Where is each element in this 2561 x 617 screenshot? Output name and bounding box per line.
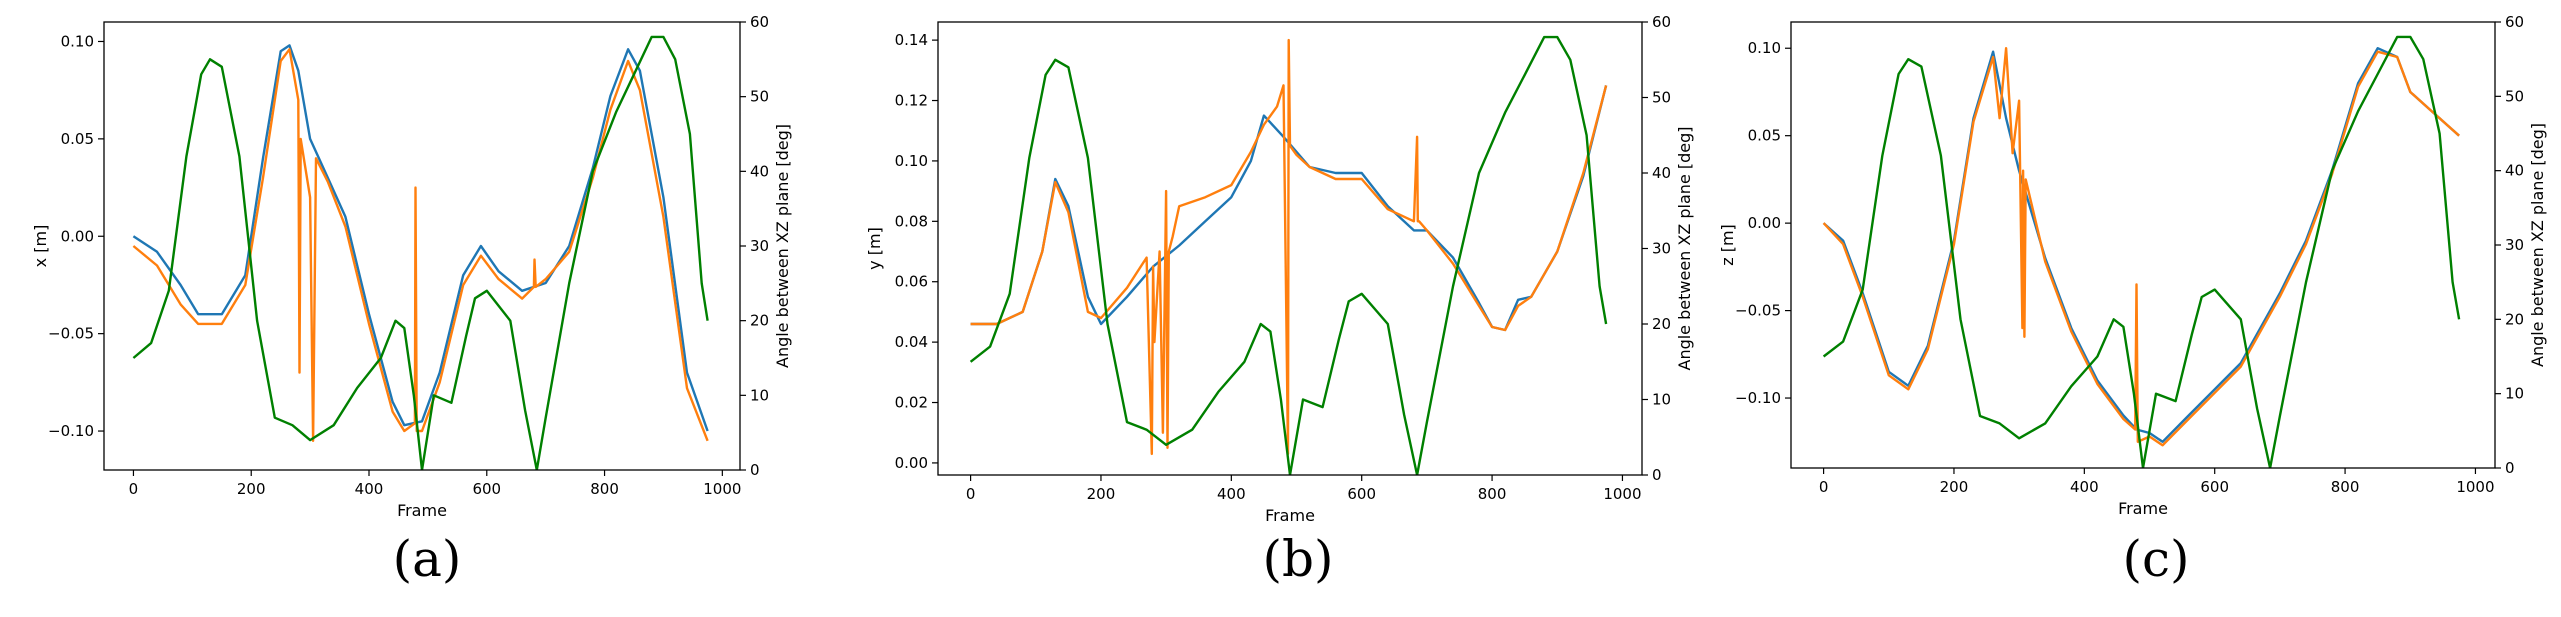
chart-b: 0 200 400 600 800 10000.140.120.100.080.060.0…	[865, 13, 1694, 525]
y-tick-label: −0.10	[48, 422, 94, 440]
x-tick-label: 400	[1217, 485, 1246, 503]
x-tick-label: 800	[1478, 485, 1507, 503]
series-line-3	[1822, 35, 2461, 468]
series-line-2	[132, 48, 709, 442]
x-axis-label: Frame	[1265, 506, 1315, 525]
x-tick-label: 1000	[703, 480, 741, 498]
x-axis-label: Frame	[2118, 499, 2168, 518]
plot-lines	[969, 35, 1608, 475]
y-axis-label: z [m]	[1718, 224, 1737, 266]
x-tick-label: 0	[129, 480, 139, 498]
x-tick-label: 600	[472, 480, 501, 498]
x-axis-label: Frame	[397, 501, 447, 520]
y2-tick-label: 20	[750, 312, 769, 330]
y2-axis-label: Angle between XZ plane [deg]	[773, 124, 792, 368]
y2-tick-label: 0	[750, 461, 760, 479]
y-axis-label: x [m]	[31, 225, 50, 268]
y2-tick-label: 0	[2505, 459, 2515, 477]
y2-tick-label: 50	[1652, 89, 1671, 107]
series-line-2	[1822, 47, 2460, 447]
panel-a: 0 200 400 600 800 1000 0.10 0.05 0.00 −0.05 −0.10 6…	[0, 0, 854, 617]
x-tick-label: 400	[355, 480, 384, 498]
y-tick-label: 0.10	[61, 32, 94, 50]
chart-c: 0 200 400 600 800 10000.100.050.00−0.05−0.106…	[1718, 13, 2547, 518]
x-tick-label: 200	[1087, 485, 1116, 503]
x-tick-label: 1000	[1603, 485, 1641, 503]
y2-axis-label: Angle between XZ plane [deg]	[1675, 126, 1694, 370]
x-tick-label: 400	[2070, 478, 2099, 496]
y-tick-label: 0.12	[895, 92, 928, 110]
y2-tick-label: 30	[750, 237, 769, 255]
x-tick-label: 600	[2200, 478, 2229, 496]
caption-a: (a)	[392, 530, 462, 588]
y-tick-label: 0.06	[895, 273, 928, 291]
y-tick-label: 0.00	[61, 227, 94, 245]
y2-tick-label: 0	[1652, 466, 1662, 484]
series-line-3	[132, 35, 709, 470]
plot-lines	[1822, 35, 2461, 468]
caption-b: (b)	[1262, 530, 1334, 588]
y2-axis-label: Angle between XZ plane [deg]	[2528, 123, 2547, 367]
y-tick-label: 0.05	[1748, 127, 1781, 145]
x-tick-label: 200	[1940, 478, 1969, 496]
y-tick-label: −0.05	[48, 325, 94, 343]
y-tick-label: −0.05	[1735, 302, 1781, 320]
y-tick-label: 0.02	[895, 394, 928, 412]
y2-tick-label: 30	[1652, 240, 1671, 258]
plot-lines	[132, 35, 709, 470]
x-tick-label: 1000	[2456, 478, 2494, 496]
y2-tick-label: 60	[2505, 13, 2524, 31]
y2-tick-label: 60	[750, 13, 769, 31]
series-line-3	[969, 35, 1608, 475]
y2-tick-label: 30	[2505, 236, 2524, 254]
y2-tick-label: 40	[2505, 162, 2524, 180]
y-tick-label: 0.10	[895, 152, 928, 170]
x-tick-label: 0	[966, 485, 976, 503]
caption-c: (c)	[2122, 530, 2190, 588]
y-tick-label: 0.04	[895, 333, 928, 351]
y2-tick-label: 20	[2505, 310, 2524, 328]
y-tick-label: 0.00	[895, 454, 928, 472]
y2-tick-label: 50	[750, 88, 769, 106]
y-tick-label: 0.08	[895, 212, 928, 230]
y2-tick-label: 60	[1652, 13, 1671, 31]
x-tick-label: 800	[590, 480, 619, 498]
series-line-1	[132, 44, 709, 432]
y-tick-label: 0.05	[61, 130, 94, 148]
series-line-1	[1822, 47, 2460, 443]
y2-tick-label: 10	[2505, 385, 2524, 403]
x-tick-label: 0	[1819, 478, 1829, 496]
chart-a: 0 200 400 600 800 10000.100.050.00−0.05−0.106…	[31, 13, 792, 520]
x-tick-label: 600	[1347, 485, 1376, 503]
panel-b: 0 200 400 600 800 1000 0.14 0.12 0.10 0.08 0.06 0.0…	[854, 0, 1708, 617]
y-tick-label: 0.14	[895, 31, 928, 49]
y2-tick-label: 50	[2505, 87, 2524, 105]
y2-tick-label: 40	[750, 162, 769, 180]
panel-c: 0 200 400 600 800 1000 0.10 0.05 0.00 −0.05 −0.10 6…	[1707, 0, 2561, 617]
y2-tick-label: 20	[1652, 315, 1671, 333]
y2-tick-label: 10	[1652, 391, 1671, 409]
y-tick-label: −0.10	[1735, 389, 1781, 407]
y-tick-label: 0.10	[1748, 39, 1781, 57]
y-tick-label: 0.00	[1748, 214, 1781, 232]
x-tick-label: 200	[237, 480, 266, 498]
x-tick-label: 800	[2331, 478, 2360, 496]
y-axis-label: y [m]	[865, 227, 884, 270]
y2-tick-label: 40	[1652, 164, 1671, 182]
y2-tick-label: 10	[750, 386, 769, 404]
